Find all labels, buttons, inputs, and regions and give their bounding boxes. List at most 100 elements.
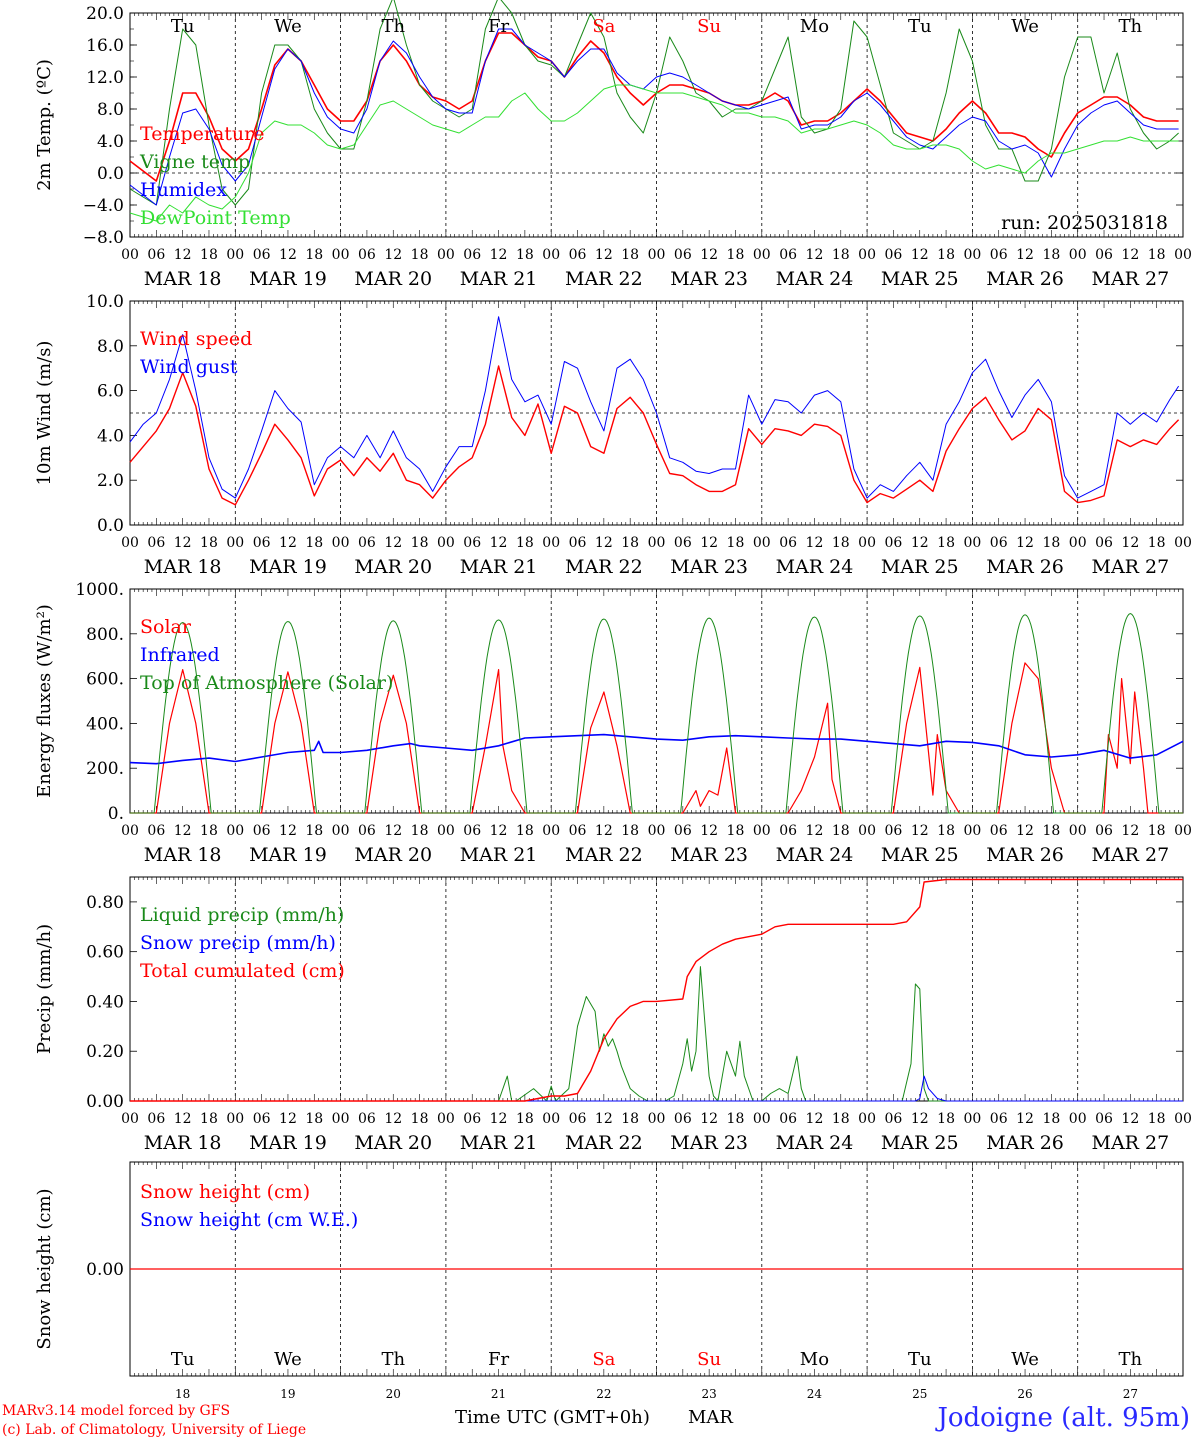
hour-label: 06 xyxy=(779,535,797,551)
y-tick-label: 0.00 xyxy=(86,1260,124,1280)
hour-label: 18 xyxy=(937,247,955,263)
date-label: MAR 19 xyxy=(249,1132,327,1154)
hour-label: 12 xyxy=(174,247,192,263)
hour-label: 06 xyxy=(253,1111,271,1127)
day-number: 26 xyxy=(1017,1387,1032,1401)
hour-label: 18 xyxy=(727,1111,745,1127)
hour-label: 06 xyxy=(569,247,587,263)
station-name: Jodoigne (alt. 95m) xyxy=(934,1403,1190,1433)
hour-label: 18 xyxy=(832,247,850,263)
date-label: MAR 25 xyxy=(881,268,959,290)
hour-label: 12 xyxy=(174,535,192,551)
hour-label: 12 xyxy=(806,247,824,263)
weekday-label: Tu xyxy=(171,1349,195,1370)
hour-label: 00 xyxy=(121,535,139,551)
hour-label: 00 xyxy=(437,1111,455,1127)
day-number: 24 xyxy=(807,1387,823,1401)
hour-label: 06 xyxy=(147,823,165,839)
hour-label: 06 xyxy=(147,1111,165,1127)
hour-label: 12 xyxy=(1121,1111,1139,1127)
hour-label: 12 xyxy=(174,823,192,839)
hour-label: 00 xyxy=(1069,535,1087,551)
hour-label: 18 xyxy=(1042,535,1060,551)
hour-label: 12 xyxy=(490,1111,508,1127)
weekday-label: Fr xyxy=(488,1349,509,1370)
date-label: MAR 21 xyxy=(460,844,538,866)
y-tick-label: 20.0 xyxy=(86,4,124,24)
day-number: 23 xyxy=(702,1387,717,1401)
hour-label: 00 xyxy=(437,247,455,263)
y-tick-label: 400. xyxy=(86,714,124,734)
hour-label: 18 xyxy=(621,823,639,839)
weekday-label: We xyxy=(1011,16,1039,37)
hour-label: 06 xyxy=(1095,1111,1113,1127)
hour-label: 18 xyxy=(727,823,745,839)
xaxis-title: Time UTC (GMT+0h) xyxy=(455,1407,650,1428)
hour-label: 18 xyxy=(1148,823,1166,839)
weekday-label: Tu xyxy=(171,16,195,37)
hour-label: 00 xyxy=(648,535,666,551)
hour-label: 18 xyxy=(200,1111,218,1127)
date-label: MAR 23 xyxy=(670,844,748,866)
chart-panel-temp: −8.0 −4.0 0.0 4.0 8.0 12.0 16.0 20.0 2m Temp. (º… xyxy=(34,0,1192,290)
series-line xyxy=(130,878,1183,1102)
legend-entry: Snow height (cm) xyxy=(140,1181,310,1203)
hour-label: 06 xyxy=(990,535,1008,551)
legend-entry: Snow height (cm W.E.) xyxy=(140,1209,358,1231)
date-label: MAR 22 xyxy=(565,844,643,866)
hour-label: 06 xyxy=(1095,535,1113,551)
series-line xyxy=(129,733,1184,765)
hour-label: 12 xyxy=(1016,247,1034,263)
legend-entry: Top of Atmosphere (Solar) xyxy=(140,672,393,694)
hour-label: 18 xyxy=(937,1111,955,1127)
hour-label: 06 xyxy=(569,823,587,839)
hour-label: 06 xyxy=(358,823,376,839)
y-tick-label: 0.00 xyxy=(86,1092,124,1112)
weekday-label: Th xyxy=(1119,1349,1143,1370)
hour-label: 00 xyxy=(963,823,981,839)
hour-label: 00 xyxy=(332,535,350,551)
xaxis-month: MAR xyxy=(688,1407,733,1428)
hour-label: 06 xyxy=(463,247,481,263)
series-line xyxy=(129,32,1179,182)
hour-label: 12 xyxy=(595,1111,613,1127)
series-line xyxy=(129,0,1179,206)
hour-label: 18 xyxy=(411,823,429,839)
run-annotation: run: 2025031818 xyxy=(1001,212,1168,234)
date-label: MAR 23 xyxy=(670,1132,748,1154)
hour-label: 00 xyxy=(963,1111,981,1127)
hour-label: 06 xyxy=(253,247,271,263)
y-tick-label: 10.0 xyxy=(86,292,124,312)
y-tick-label: 8.0 xyxy=(97,337,124,357)
hour-label: 12 xyxy=(806,823,824,839)
chart-panel-wind: 0.0 2.0 4.0 6.0 8.0 10.0 10m Wind (m/s) Wind sp… xyxy=(34,292,1192,578)
weekday-label: Th xyxy=(381,1349,405,1370)
y-tick-label: 800. xyxy=(86,625,124,645)
legend-entry: Wind gust xyxy=(140,356,238,378)
chart-panel-snow: 0.00 Snow height (cm) Snow height (cm) Snow… xyxy=(34,1161,1184,1401)
hour-label: 00 xyxy=(648,247,666,263)
hour-label: 12 xyxy=(384,247,402,263)
hour-label: 18 xyxy=(1148,535,1166,551)
plot-frame xyxy=(129,588,1184,814)
date-label: MAR 21 xyxy=(460,556,538,578)
date-label: MAR 27 xyxy=(1091,1132,1169,1154)
y-tick-label: 2.0 xyxy=(97,471,124,491)
hour-label: 00 xyxy=(332,247,350,263)
hour-label: 06 xyxy=(463,823,481,839)
date-label: MAR 27 xyxy=(1091,268,1169,290)
y-tick-label: 0.0 xyxy=(97,164,124,184)
hour-label: 06 xyxy=(885,535,903,551)
hour-label: 06 xyxy=(147,247,165,263)
hour-label: 18 xyxy=(200,535,218,551)
y-tick-label: 8.0 xyxy=(97,100,124,120)
legend-entry: Snow precip (mm/h) xyxy=(140,932,336,954)
date-label: MAR 19 xyxy=(249,556,327,578)
hour-label: 00 xyxy=(753,1111,771,1127)
y-axis-title: 2m Temp. (ºC) xyxy=(34,59,55,191)
y-tick-label: −8.0 xyxy=(83,228,124,248)
hour-label: 00 xyxy=(542,823,560,839)
hour-label: 18 xyxy=(411,535,429,551)
y-axis-title: Precip (mm/h) xyxy=(34,924,55,1054)
